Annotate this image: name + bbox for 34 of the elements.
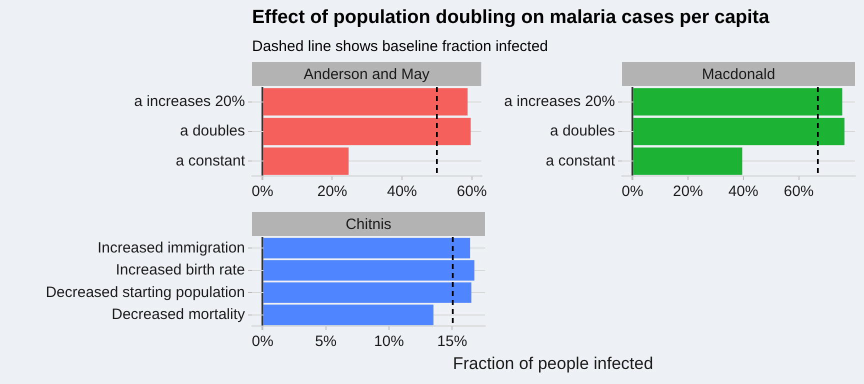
bar bbox=[263, 148, 349, 175]
bar bbox=[633, 88, 842, 116]
y-tick-label: a constant bbox=[176, 152, 246, 170]
bar bbox=[263, 118, 471, 146]
chart-title: Chitnis bbox=[346, 216, 392, 234]
y-tick-label: a doubles bbox=[180, 122, 245, 140]
x-tick-label: 40% bbox=[728, 183, 758, 200]
y-tick-label: a increases 20% bbox=[504, 92, 615, 110]
x-tick-label: 0% bbox=[252, 183, 274, 200]
x-tick-label: 5% bbox=[314, 333, 337, 350]
chart-title: Macdonald bbox=[702, 66, 776, 84]
x-tick-label: 60% bbox=[784, 183, 814, 200]
bar bbox=[633, 118, 844, 146]
y-tick-label: Increased birth rate bbox=[116, 262, 245, 279]
text: Dashed line shows baseline fraction infected bbox=[252, 38, 548, 55]
x-tick-label: 60% bbox=[456, 183, 487, 200]
bar bbox=[263, 88, 468, 116]
y-tick-label: a constant bbox=[546, 152, 616, 170]
x-tick-label: 0% bbox=[622, 183, 644, 200]
text: Effect of population doubling on malaria cases per capita bbox=[252, 7, 770, 29]
chart-title: Anderson and May bbox=[304, 66, 430, 84]
y-tick-label: Increased immigration bbox=[97, 239, 245, 256]
x-tick-label: 40% bbox=[386, 183, 418, 200]
x-tick-label: 0% bbox=[252, 333, 274, 350]
y-tick-label: Decreased starting population bbox=[46, 284, 245, 301]
x-axis-title: Fraction of people infected bbox=[452, 354, 654, 374]
x-tick-label: 20% bbox=[317, 183, 348, 200]
y-tick-label: a doubles bbox=[550, 122, 615, 140]
x-tick-label: 10% bbox=[374, 333, 404, 350]
y-tick-label: a increases 20% bbox=[134, 92, 245, 110]
y-tick-label: Decreased mortality bbox=[112, 306, 246, 324]
x-tick-label: 20% bbox=[672, 183, 703, 200]
x-tick-label: 15% bbox=[437, 333, 468, 350]
bar bbox=[633, 148, 742, 175]
